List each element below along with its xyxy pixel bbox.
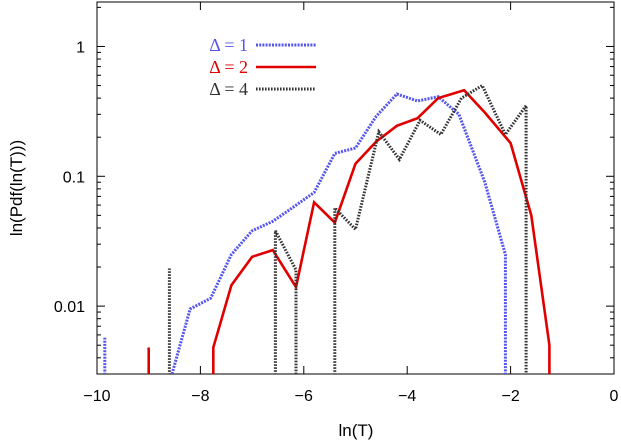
series-line-segment [273,230,298,374]
series-line-segment [212,88,551,374]
series-line-segment [333,83,528,374]
y-axis-label: ln(Pdf(ln(T))) [7,140,26,236]
legend-label: Δ = 2 [209,57,248,77]
legend: Δ = 1Δ = 2Δ = 4 [209,35,316,99]
series-2 [147,88,551,374]
x-tick-label: −10 [83,388,110,405]
x-tick-label: −6 [295,388,313,405]
x-tick-label: −2 [501,388,519,405]
series-line-segment [170,92,507,374]
legend-label: Δ = 4 [209,79,248,99]
series-1 [103,92,507,374]
y-tick-label: 1 [76,39,85,56]
x-tick-label: 0 [610,388,619,405]
y-tick-label: 0.1 [63,169,85,186]
x-tick-label: −4 [398,388,416,405]
series-3 [167,83,528,374]
x-axis-label: ln(T) [339,421,374,440]
plot-frame [96,1,615,375]
x-tick-label: −8 [191,388,209,405]
series-layer [103,83,551,374]
legend-label: Δ = 1 [209,35,248,55]
y-tick-label: 0.01 [54,299,85,316]
tick-layer: −10 −8 −6 −4 −2 0 0.01 0.1 1 [54,2,619,405]
